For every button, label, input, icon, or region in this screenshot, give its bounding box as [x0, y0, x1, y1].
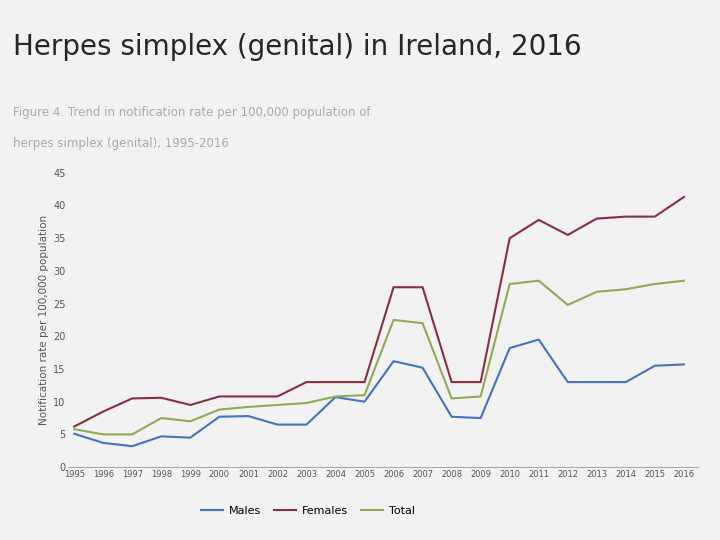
Text: Herpes simplex (genital) in Ireland, 2016: Herpes simplex (genital) in Ireland, 201… [13, 33, 582, 61]
Text: Figure 4. Trend in notification rate per 100,000 population of: Figure 4. Trend in notification rate per… [13, 106, 371, 119]
Legend: Males, Females, Total: Males, Females, Total [196, 502, 420, 521]
Y-axis label: Notification rate per 100,000 population: Notification rate per 100,000 population [39, 215, 49, 425]
Text: herpes simplex (genital), 1995-2016: herpes simplex (genital), 1995-2016 [13, 137, 229, 151]
